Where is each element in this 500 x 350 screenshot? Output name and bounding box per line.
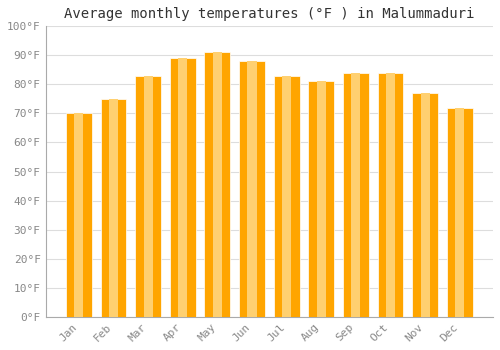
Bar	[100, 99, 126, 317]
Bar	[343, 73, 369, 317]
Bar	[446, 108, 472, 317]
Bar	[386, 73, 395, 317]
Bar	[170, 58, 196, 317]
Bar	[378, 73, 404, 317]
Bar	[412, 93, 438, 317]
Bar	[74, 113, 84, 317]
Bar	[274, 76, 299, 317]
Title: Average monthly temperatures (°F ) in Malummaduri: Average monthly temperatures (°F ) in Ma…	[64, 7, 474, 21]
Bar	[178, 58, 188, 317]
Bar	[239, 61, 265, 317]
Bar	[308, 82, 334, 317]
Bar	[204, 52, 231, 317]
Bar	[420, 93, 430, 317]
Bar	[109, 99, 118, 317]
Bar	[135, 76, 161, 317]
Bar	[248, 61, 256, 317]
Bar	[352, 73, 360, 317]
Bar	[316, 82, 326, 317]
Bar	[144, 76, 152, 317]
Bar	[213, 52, 222, 317]
Bar	[455, 108, 464, 317]
Bar	[66, 113, 92, 317]
Bar	[282, 76, 291, 317]
